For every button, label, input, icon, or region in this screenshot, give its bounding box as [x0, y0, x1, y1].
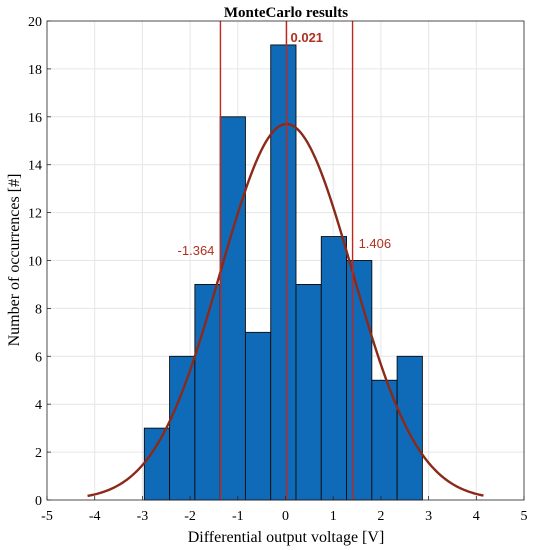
y-tick-label: 16 [28, 111, 42, 126]
y-tick-label: 8 [35, 302, 42, 317]
y-tick-label: 14 [28, 159, 42, 174]
histogram-bar [396, 355, 423, 501]
histogram-bar [244, 331, 272, 501]
x-tick-label: -4 [89, 509, 101, 524]
vertical-marker-label: 0.021 [291, 30, 324, 45]
y-tick-label: 18 [28, 63, 42, 78]
histogram-bar [346, 260, 373, 501]
normal-fit-curve [87, 122, 484, 498]
x-axis-label: Differential output voltage [V] [188, 529, 385, 546]
x-tick-label: -2 [184, 509, 196, 524]
x-tick-label: -1 [232, 509, 244, 524]
histogram-bar [295, 284, 322, 501]
vertical-marker-label: -1.364 [178, 243, 215, 258]
y-tick-label: 4 [35, 398, 42, 413]
histogram-bar [143, 427, 171, 501]
x-tick-label: -3 [137, 509, 149, 524]
x-tick-label: 5 [521, 509, 528, 524]
vertical-markers: -1.364 0.021 1.406 [178, 21, 392, 500]
y-tick-label: 2 [35, 446, 42, 461]
histogram-bar [219, 116, 246, 501]
histogram-bar [270, 44, 297, 501]
vertical-marker-label: 1.406 [359, 236, 392, 251]
x-tick-label: 2 [377, 509, 384, 524]
x-tick-label: -5 [41, 509, 53, 524]
histogram-bars [143, 44, 423, 501]
y-tick-label: 12 [28, 207, 42, 222]
x-tick-label: 4 [473, 509, 480, 524]
y-tick-label: 20 [28, 15, 42, 30]
y-tick-label: 6 [35, 350, 42, 365]
histogram-bar [169, 355, 196, 501]
y-axis-label: Number of occurrences [#] [6, 174, 23, 347]
x-tick-label: 0 [282, 509, 289, 524]
y-tick-label: 10 [28, 255, 42, 270]
x-tick-label: 3 [425, 509, 432, 524]
chart-title: MonteCarlo results [224, 5, 348, 21]
x-tick-label: 1 [330, 509, 337, 524]
y-tick-label: 0 [35, 494, 42, 509]
histogram-bar [320, 236, 348, 501]
